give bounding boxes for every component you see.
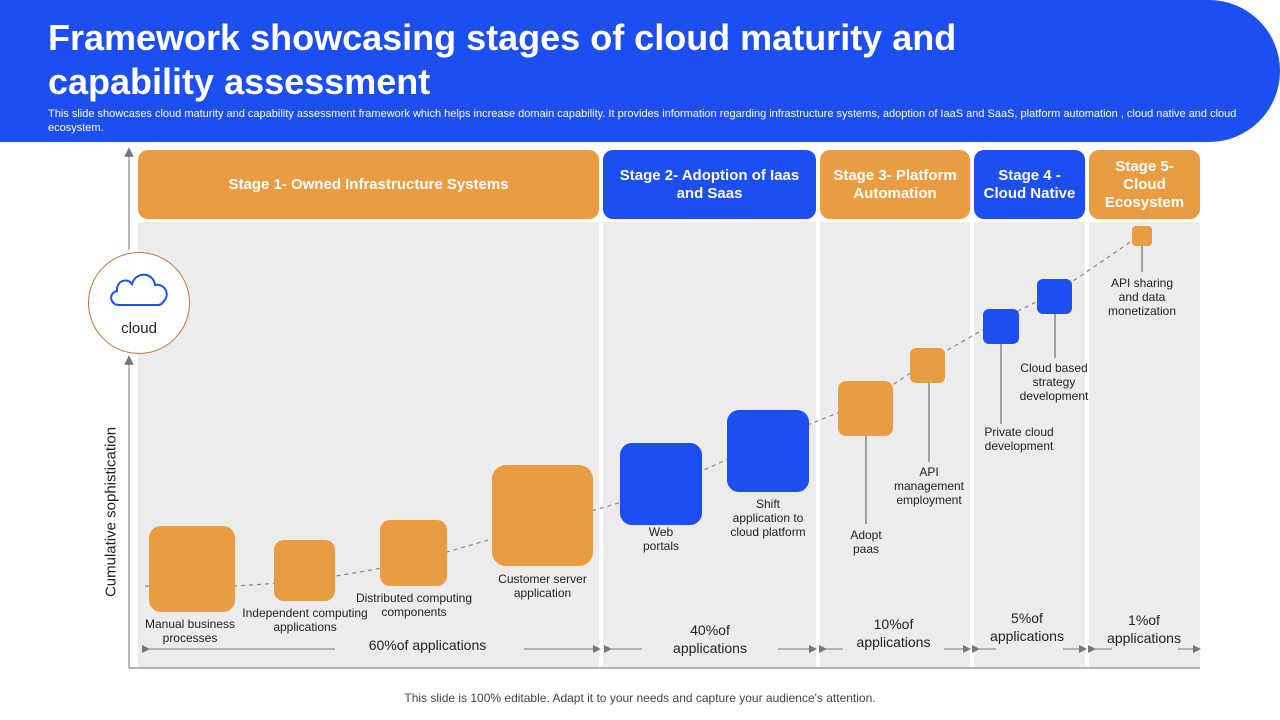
cloud-badge [88,252,190,354]
item-square-adopt-paas [838,381,893,436]
item-square-customer-server [492,465,593,566]
stage-4-percent: 5%of applications [990,610,1064,644]
item-label-customer-server: Customer server application [498,572,587,600]
item-square-independent-computing [274,540,335,601]
item-label-api-management: API management employment [893,465,965,507]
item-square-distributed-computing [380,520,447,586]
header-banner [0,0,1280,142]
item-label-cloud-strategy: Cloud based strategy development [1019,361,1089,403]
item-square-cloud-strategy [1037,279,1072,314]
item-square-manual-business [149,526,235,612]
stage-3-percent: 10%of applications [856,616,931,650]
trend-line [144,233,1143,588]
y-axis-label: Cumulative sophistication [102,426,120,598]
item-square-shift-to-cloud [727,410,809,492]
stage-5-percent: 1%of applications [1107,612,1181,646]
stage-2-header: Stage 2- Adoption of Iaas and Saas [603,150,816,219]
stage-1-percent: 60%of applications [368,637,487,653]
page-subtitle: This slide showcases cloud maturity and … [48,108,1237,134]
item-square-private-cloud [983,309,1019,344]
item-square-api-management [910,348,945,383]
item-label-shift-to-cloud: Shift application to cloud platform [730,497,806,539]
item-square-api-sharing [1132,226,1152,246]
stage-4-header: Stage 4 - Cloud Native [974,150,1085,219]
stage-3-panel [820,222,970,668]
stage-5-panel [1089,222,1200,668]
item-square-web-portals [620,443,702,525]
page-title: Framework showcasing stages of cloud mat… [48,17,957,102]
cloud-label: cloud [121,320,157,337]
item-label-api-sharing: API sharing and data monetization [1107,276,1177,318]
item-label-independent-computing: Independent computing applications [242,606,368,634]
footer-note: This slide is 100% editable. Adapt it to… [404,691,876,705]
stage-1-header: Stage 1- Owned Infrastructure Systems [138,150,599,219]
item-label-web-portals: Web portals [642,525,680,553]
stage-5-header: Stage 5- Cloud Ecosystem [1089,150,1200,219]
item-label-adopt-paas: Adopt paas [850,528,882,556]
stage-3-header: Stage 3- Platform Automation [820,150,970,219]
item-label-manual-business: Manual business processes [144,617,236,645]
item-label-private-cloud: Private cloud development [984,425,1054,453]
stage-2-percent: 40%of applications [673,622,747,656]
item-label-distributed-computing: Distributed computing components [355,591,473,619]
cloud-icon [110,273,168,306]
